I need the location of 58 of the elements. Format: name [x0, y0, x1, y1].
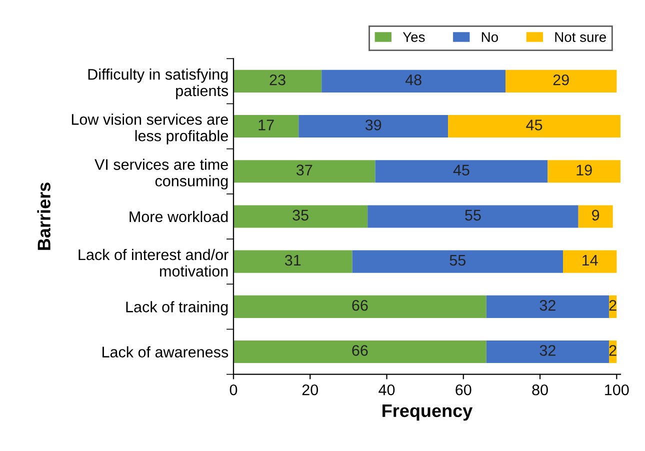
legend-label: Yes	[402, 32, 425, 42]
data-label: 31	[284, 254, 301, 266]
data-label: 32	[540, 300, 556, 311]
bar	[352, 250, 564, 273]
legend-label: Not sure	[555, 32, 606, 42]
data-label: 66	[352, 300, 368, 311]
bar	[563, 250, 617, 273]
y-axis-title: Barriers	[37, 182, 50, 250]
x-axis-title: Frequency	[382, 404, 473, 421]
data-label: 2	[609, 300, 616, 311]
data-label: 23	[270, 74, 286, 86]
data-label: 48	[405, 74, 422, 86]
y-tick-label: Lack of interest and/or motivation	[78, 248, 228, 277]
x-tick-label: 60	[456, 384, 472, 396]
x-tick-label: 0	[230, 384, 238, 396]
bar	[322, 70, 506, 92]
y-tick-label: More workload	[130, 210, 228, 222]
y-tick-label: VI services are time consuming	[94, 158, 228, 190]
bar	[298, 115, 448, 138]
bar	[233, 205, 368, 228]
bar	[506, 70, 617, 92]
y-tick-label: Lack of awareness	[102, 346, 228, 358]
x-tick-label: 40	[378, 384, 395, 396]
data-label: 37	[296, 164, 312, 176]
bar	[233, 70, 322, 92]
bar	[233, 160, 376, 183]
data-label: 14	[582, 255, 598, 266]
data-label: 19	[576, 164, 592, 176]
bar	[233, 250, 352, 273]
y-tick-label: Lack of training	[126, 301, 228, 316]
bar	[233, 340, 486, 364]
bar	[548, 160, 620, 183]
bar	[375, 160, 548, 183]
data-label: 9	[592, 210, 600, 221]
x-tick-label: 100	[605, 384, 629, 396]
data-label: 32	[540, 345, 556, 356]
data-label: 29	[553, 74, 569, 86]
data-label: 55	[465, 210, 481, 221]
data-label: 17	[258, 120, 274, 130]
bar	[486, 295, 609, 318]
x-tick-label: 20	[302, 384, 318, 396]
data-label: 45	[453, 164, 470, 176]
data-label: 39	[365, 120, 382, 130]
bar	[233, 115, 299, 138]
x-tick-label: 80	[532, 384, 548, 396]
data-label: 45	[526, 120, 542, 130]
bar	[448, 115, 620, 138]
data-label: 66	[352, 345, 368, 356]
legend-label: No	[482, 32, 498, 42]
bar	[368, 205, 578, 228]
y-tick-label: Difficulty in satisfying patients	[88, 68, 228, 100]
y-tick-label: Low vision services are less profitable	[72, 114, 228, 144]
bar	[486, 340, 609, 364]
data-label: 55	[450, 255, 466, 266]
data-label: 35	[292, 210, 308, 221]
bar	[233, 295, 486, 318]
bar	[578, 205, 613, 228]
data-label: 2	[609, 345, 616, 356]
